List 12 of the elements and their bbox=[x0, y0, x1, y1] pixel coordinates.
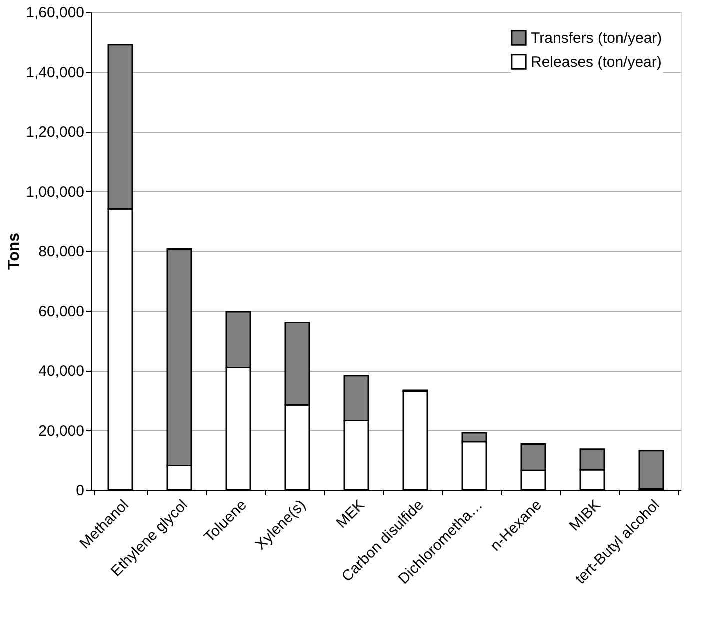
y-tick-label: 1,60,000 bbox=[26, 4, 84, 22]
legend-label: Transfers (ton/year) bbox=[531, 30, 662, 47]
y-tick-label: 80,000 bbox=[38, 244, 84, 260]
y-tick-label: 1,20,000 bbox=[26, 124, 84, 141]
y-tick-label: 1,40,000 bbox=[26, 64, 84, 82]
y-tick-label: 40,000 bbox=[38, 363, 84, 380]
legend-label: Releases (ton/year) bbox=[531, 54, 662, 71]
y-tick-label: 1,00,000 bbox=[26, 184, 84, 201]
y-axis-title: Tons bbox=[6, 232, 24, 270]
y-tick-label: 60,000 bbox=[38, 303, 84, 320]
y-tick-label: 20,000 bbox=[38, 422, 84, 440]
y-tick-label: 0 bbox=[76, 482, 84, 500]
